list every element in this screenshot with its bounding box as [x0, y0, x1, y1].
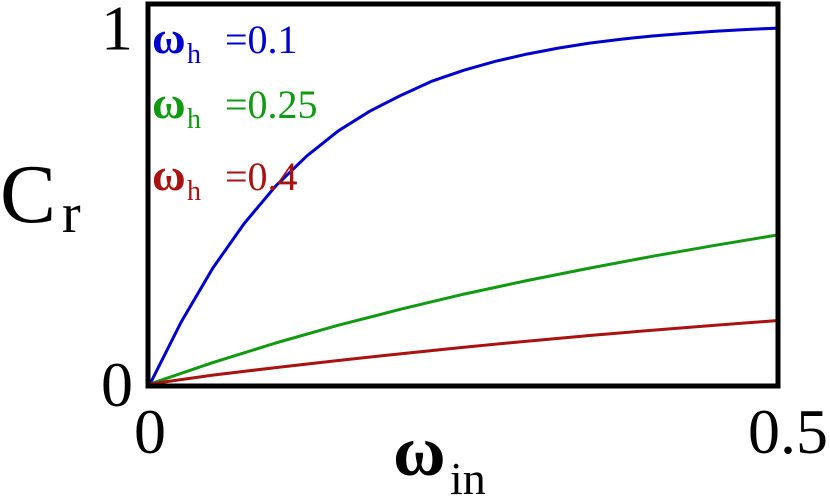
- x-axis-label: ω in: [393, 411, 486, 500]
- plot-frame: [145, 1, 781, 389]
- series-line-1: [148, 26, 780, 386]
- legend-subscript: h: [187, 104, 201, 135]
- legend-symbol: ω: [152, 12, 186, 63]
- x-axis-label-main: ω: [393, 411, 446, 491]
- legend-entry-3: ω h =0.4: [152, 149, 298, 207]
- series-layer: [148, 26, 780, 386]
- x-tick-label: 0: [134, 396, 166, 467]
- y-tick-label: 0: [101, 349, 133, 420]
- y-tick-label: 1: [101, 0, 133, 63]
- y-axis-label-main: C: [0, 148, 56, 241]
- series-line-3: [148, 319, 780, 386]
- legend-subscript: h: [187, 39, 201, 70]
- x-axis-label-sub: in: [450, 453, 486, 500]
- legend-subscript: h: [187, 176, 201, 207]
- legend-entry-1: ω h =0.1: [152, 12, 298, 70]
- series-line-2: [148, 233, 780, 386]
- legend-value: =0.25: [225, 82, 318, 127]
- legend-entry-2: ω h =0.25: [152, 77, 318, 135]
- y-axis-label: C r: [0, 148, 81, 245]
- x-tick-label: 0.5: [748, 396, 828, 467]
- legend: ω h =0.1ω h =0.25ω h =0.4: [152, 12, 318, 207]
- legend-symbol: ω: [152, 77, 186, 128]
- legend-value: =0.1: [225, 17, 298, 62]
- legend-symbol: ω: [152, 149, 186, 200]
- tick-label-layer: 0 0.5 0 1: [101, 0, 828, 467]
- y-axis-label-sub: r: [62, 183, 81, 245]
- legend-value: =0.4: [225, 154, 298, 199]
